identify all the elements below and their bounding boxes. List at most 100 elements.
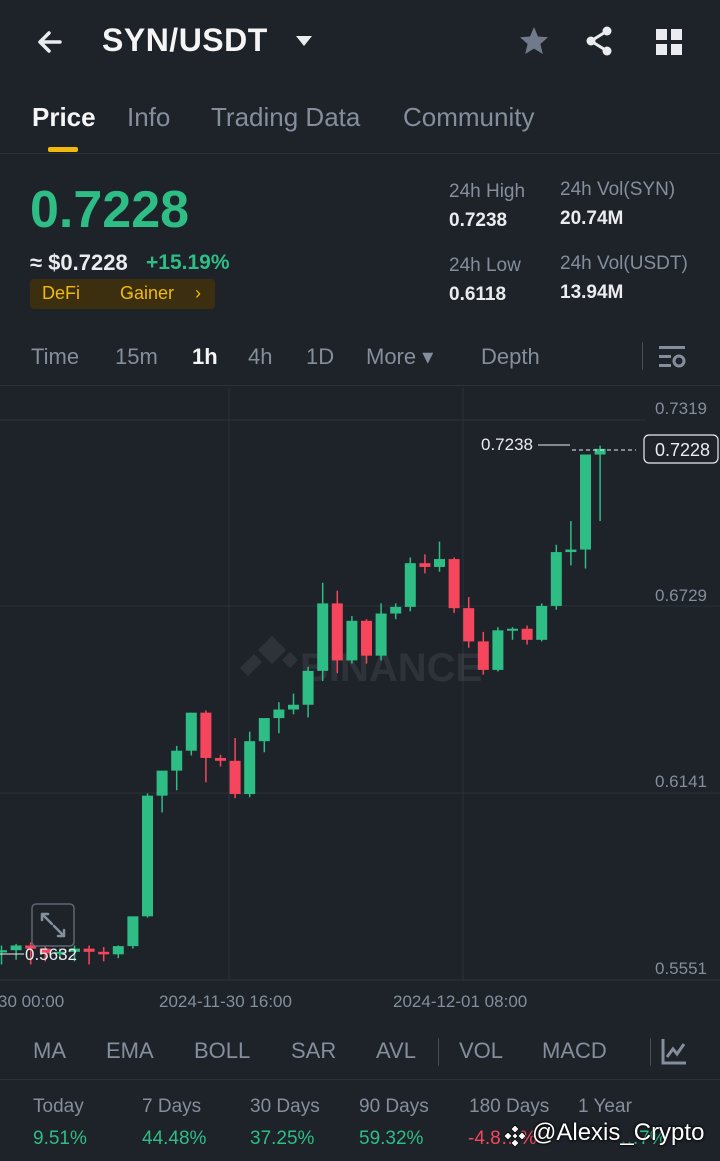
pair-title[interactable]: SYN/USDT <box>102 22 268 58</box>
chart-grid <box>0 388 720 981</box>
perf-value-180d: -4.8…% <box>468 1128 537 1149</box>
candle-body <box>521 628 533 640</box>
grid-menu-icon[interactable] <box>653 26 685 58</box>
candle-body <box>112 946 124 955</box>
tab-info[interactable]: Info <box>127 102 171 132</box>
candle-body <box>258 718 270 742</box>
candlestick-chart[interactable]: BINANCE 0.7319 0.6729 0.6141 0.5551 30 0… <box>0 388 720 1028</box>
candle-body <box>565 549 577 553</box>
perf-value-1y: …7% <box>620 1128 667 1149</box>
share-icon[interactable] <box>582 24 616 58</box>
binance-watermark: BINANCE <box>240 636 482 690</box>
high-value: 0.7238 <box>449 210 508 231</box>
candle-body <box>390 606 402 614</box>
candle-body <box>288 704 299 710</box>
low-value: 0.6118 <box>449 284 507 305</box>
x-tick-label: 2024-11-30 16:00 <box>159 992 292 1011</box>
tab-price[interactable]: Price <box>32 102 96 132</box>
expand-chart-button[interactable] <box>31 903 75 947</box>
candle-body <box>273 709 285 719</box>
interval-15m[interactable]: 15m <box>115 344 158 369</box>
candle-body <box>477 641 489 670</box>
tab-community[interactable]: Community <box>403 102 535 132</box>
x-tick-label: 30 00:00 <box>0 992 64 1011</box>
vol-syn-value: 20.74M <box>560 208 624 229</box>
binance-logo-icon <box>503 1124 527 1148</box>
candle-body <box>507 628 518 631</box>
candle-body <box>185 712 197 751</box>
indicator-ema[interactable]: EMA <box>106 1038 154 1063</box>
vol-usdt-label: 24h Vol(USDT) <box>560 253 688 274</box>
candle-body <box>317 603 329 671</box>
candle-body <box>215 757 226 761</box>
interval-time[interactable]: Time <box>31 344 80 369</box>
candle-body <box>536 605 548 640</box>
creator-watermark: @Alexis_Crypto <box>532 1119 705 1146</box>
star-icon[interactable] <box>517 24 551 58</box>
back-arrow-icon[interactable] <box>30 22 70 62</box>
last-price: 0.7228 <box>30 181 190 239</box>
candle-body <box>302 670 314 705</box>
perf-label-1y: 1 Year <box>578 1096 632 1117</box>
high-marker: 0.7238 <box>481 435 533 454</box>
candle-body <box>594 448 606 455</box>
category-tags[interactable]: DeFi Gainer › <box>30 279 215 309</box>
candle-body <box>346 620 358 661</box>
perf-label-7d: 7 Days <box>142 1096 202 1117</box>
vol-syn-label: 24h Vol(SYN) <box>560 179 676 200</box>
interval-depth[interactable]: Depth <box>481 344 540 369</box>
perf-value-today: 9.51% <box>33 1128 87 1149</box>
vol-usdt-value: 13.94M <box>560 282 624 303</box>
page-tabs: Price Info Trading Data Community <box>0 96 720 154</box>
tag-gainer[interactable]: Gainer <box>120 283 175 303</box>
candle-body <box>54 951 66 954</box>
interval-1d[interactable]: 1D <box>306 344 335 369</box>
candle-body <box>492 630 504 670</box>
current-price-tag: 0.7228 <box>655 440 710 460</box>
perf-label-today: Today <box>33 1096 84 1117</box>
price-change: +15.19% <box>146 251 230 274</box>
candle-body <box>25 945 37 949</box>
indicator-sar[interactable]: SAR <box>291 1038 337 1063</box>
perf-label-90d: 90 Days <box>359 1096 429 1117</box>
candle-body <box>98 951 110 955</box>
y-tick-label: 0.6729 <box>655 586 707 605</box>
tag-defi[interactable]: DeFi <box>42 283 81 303</box>
perf-value-7d: 44.48% <box>142 1128 207 1149</box>
indicator-vol[interactable]: VOL <box>459 1038 504 1063</box>
candle-body <box>156 770 168 796</box>
indicator-ma[interactable]: MA <box>33 1038 66 1063</box>
tab-trading-data[interactable]: Trading Data <box>211 102 361 132</box>
candle-body <box>244 741 256 795</box>
tag-divider <box>129 291 132 297</box>
indicator-chart-icon[interactable] <box>660 1036 688 1066</box>
candles-layer <box>0 445 606 965</box>
candle-body <box>463 608 475 642</box>
active-tab-indicator <box>48 147 78 152</box>
chart-settings-icon[interactable] <box>656 342 688 372</box>
indicator-macd[interactable]: MACD <box>542 1038 607 1063</box>
interval-more[interactable]: More ▾ <box>366 344 434 369</box>
candle-body <box>171 750 183 771</box>
current-price-box <box>643 434 719 464</box>
indicator-divider <box>438 1038 439 1066</box>
indicator-boll[interactable]: BOLL <box>194 1038 251 1063</box>
indicator-avl[interactable]: AVL <box>376 1038 416 1063</box>
interval-divider <box>642 342 643 370</box>
perf-value-90d: 59.32% <box>359 1128 424 1149</box>
caret-down-icon[interactable] <box>294 34 314 48</box>
interval-1h[interactable]: 1h <box>192 344 218 369</box>
candle-body <box>127 916 139 947</box>
candle-body <box>375 613 387 656</box>
watermark-text: BINANCE <box>300 646 482 690</box>
candle-body <box>83 948 95 952</box>
perf-value-30d: 37.25% <box>250 1128 315 1149</box>
candle-body <box>39 948 51 954</box>
y-tick-label: 0.6141 <box>655 772 707 791</box>
candle-body <box>142 795 153 917</box>
candle-body <box>550 552 562 606</box>
interval-bar: Time 15m 1h 4h 1D More ▾ Depth <box>0 330 720 386</box>
interval-4h[interactable]: 4h <box>248 344 273 369</box>
indicator-divider <box>650 1038 651 1066</box>
top-bar: SYN/USDT <box>0 0 720 86</box>
